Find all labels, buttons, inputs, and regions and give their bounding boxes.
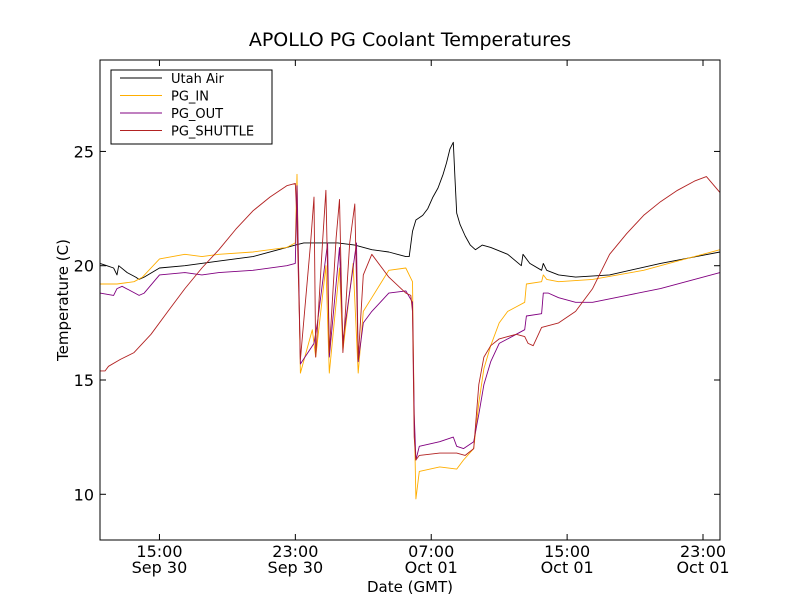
series-line-pg-out [99, 185, 721, 461]
x-tick-date-label: Oct 01 [676, 558, 729, 577]
x-tick-time-label: 15:00 [544, 542, 590, 561]
x-tick-time-label: 23:00 [680, 542, 726, 561]
legend-label: PG_SHUTTLE [171, 125, 254, 140]
y-axis-label: Temperature (C) [54, 239, 72, 362]
legend-label: PG_OUT [171, 107, 223, 122]
y-tick-label: 20 [74, 257, 94, 276]
legend-label: Utah Air [171, 72, 224, 87]
x-tick-date-label: Oct 01 [541, 558, 594, 577]
x-tick-time-label: 15:00 [136, 542, 182, 561]
series-line-pg-shuttle [100, 176, 721, 461]
x-tick-time-label: 23:00 [272, 542, 318, 561]
x-axis-label: Date (GMT) [367, 578, 453, 596]
x-tick-date-label: Sep 30 [132, 558, 188, 577]
y-tick-label: 10 [74, 485, 94, 504]
legend: Utah Air PG_IN PG_OUT PG_SHUTTLE [110, 69, 273, 145]
legend-label: PG_IN [171, 90, 209, 105]
x-tick-date-label: Sep 30 [268, 558, 324, 577]
chart-title: APOLLO PG Coolant Temperatures [249, 29, 571, 51]
x-tick-time-label: 07:00 [408, 542, 454, 561]
plot-frame [99, 59, 721, 541]
y-tick-label: 25 [74, 142, 94, 161]
series-layer [99, 141, 721, 500]
series-line-utah-air [99, 141, 721, 280]
y-tick-label: 15 [74, 371, 94, 390]
legend-box [110, 69, 273, 145]
series-line-pg-in [100, 173, 721, 500]
x-tick-date-label: Oct 01 [405, 558, 458, 577]
